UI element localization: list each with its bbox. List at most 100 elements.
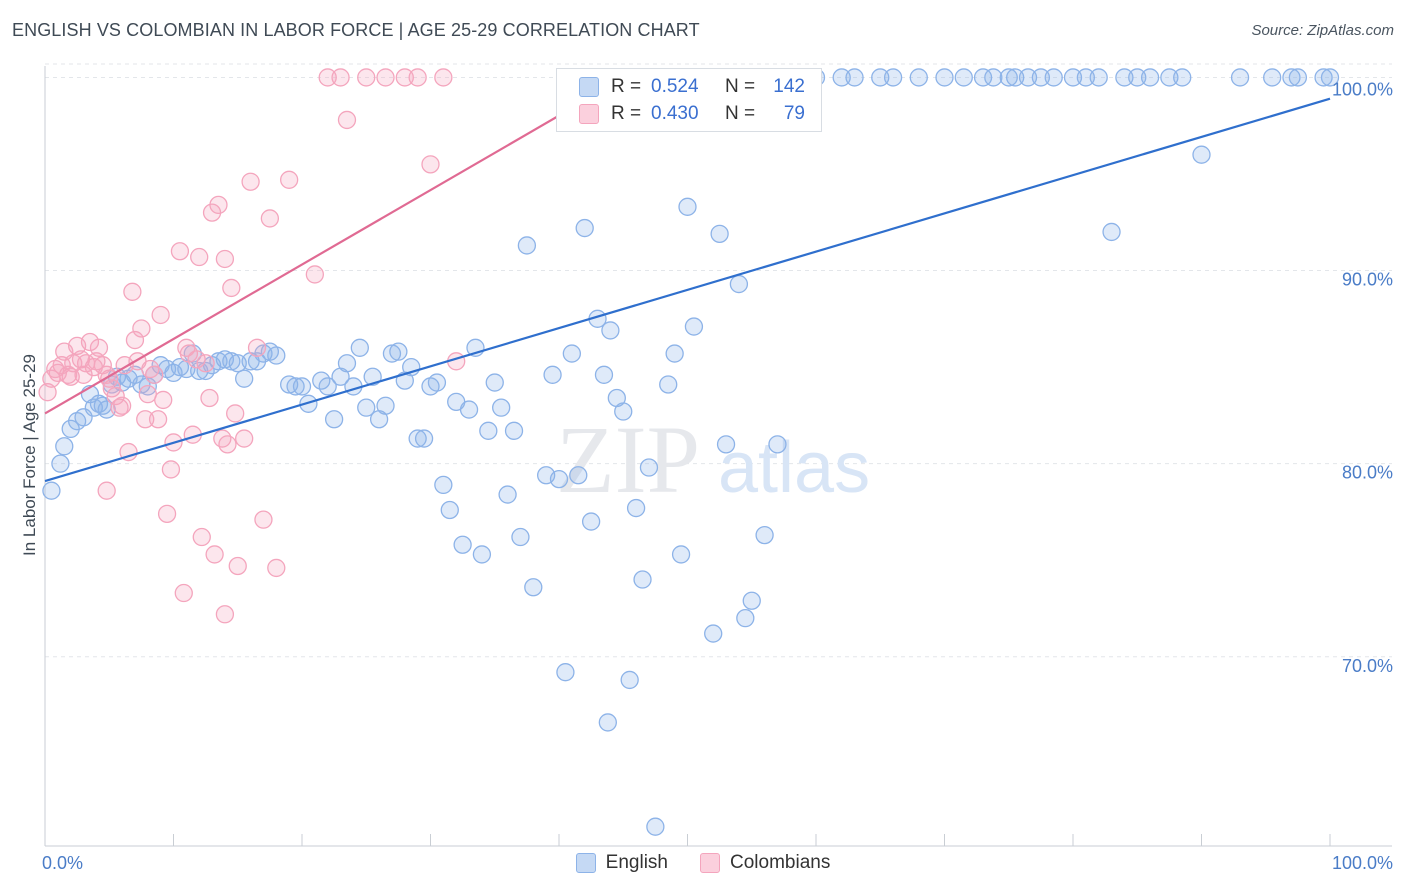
legend-n-value-english: 142 (773, 76, 805, 97)
english-point-65 (459, 400, 479, 419)
legend-row-colombians: R = 0.430 N = 79 (579, 101, 805, 127)
legend-item-english[interactable]: English (575, 852, 668, 874)
colombian-point-61 (247, 338, 267, 357)
english-point-50 (363, 367, 382, 386)
english-point-119 (973, 68, 993, 87)
colombian-point-47 (192, 527, 211, 547)
colombian-point-34 (148, 410, 168, 429)
english-point-68 (479, 421, 498, 440)
english-point-49 (357, 398, 376, 417)
legend-label-english: English (605, 852, 668, 873)
legend-label-colombians: Colombians (730, 852, 831, 873)
english-point-100 (704, 624, 723, 643)
english-point-77 (543, 365, 562, 384)
english-point-128 (1089, 68, 1108, 87)
chart-title: ENGLISH VS COLOMBIAN IN LABOR FORCE | AG… (12, 20, 700, 40)
english-point-102 (716, 435, 736, 454)
colombian-point-64 (267, 558, 286, 578)
legend-r-value-colombians: 0.430 (651, 103, 699, 124)
english-point-74 (517, 236, 537, 255)
english-point-129 (1102, 222, 1121, 242)
colombian-point-78 (97, 481, 116, 500)
english-point-114 (871, 68, 890, 87)
legend-n-label: N = (725, 76, 756, 97)
english-point-44 (324, 410, 344, 429)
english-point-72 (504, 421, 524, 440)
english-point-94 (646, 817, 665, 836)
legend-item-colombians[interactable]: Colombians (700, 852, 830, 874)
english-point-60 (427, 373, 447, 392)
english-point-101 (710, 224, 729, 244)
legend-row-english: R = 0.524 N = 142 (579, 74, 805, 100)
english-point-127 (1076, 68, 1095, 87)
colombian-point-48 (196, 354, 215, 373)
english-point-106 (755, 525, 774, 545)
colombian-point-52 (209, 195, 228, 215)
english-trend-line (44, 97, 1331, 483)
colombian-trend-line (44, 113, 563, 415)
colombian-point-67 (318, 68, 337, 87)
english-point-80 (562, 344, 581, 363)
english-point-98 (678, 197, 697, 216)
english-point-52 (376, 396, 395, 415)
english-point-2 (55, 437, 74, 456)
colombian-point-68 (331, 68, 350, 87)
english-point-89 (614, 402, 633, 421)
english-point-90 (620, 670, 639, 690)
english-point-69 (485, 373, 504, 392)
english-point-61 (434, 475, 453, 495)
colombian-point-36 (154, 390, 173, 410)
english-point-57 (408, 429, 427, 448)
english-point-104 (736, 608, 755, 628)
english-point-105 (742, 591, 761, 610)
english-point-22 (170, 357, 190, 377)
colombian-point-22 (110, 398, 129, 417)
english-point-135 (1263, 68, 1282, 87)
english-point-138 (1320, 68, 1340, 87)
english-point-39 (286, 377, 305, 396)
english-point-40 (292, 377, 312, 396)
english-point-117 (935, 68, 954, 87)
legend-r-label: R = (611, 103, 642, 124)
english-point-99 (684, 317, 704, 336)
english-point-78 (549, 469, 569, 489)
english-point-126 (1063, 68, 1083, 87)
english-point-122 (1006, 68, 1025, 87)
english-point-37 (267, 346, 286, 365)
colombian-point-60 (241, 172, 260, 191)
english-point-54 (389, 342, 408, 361)
english-point-113 (845, 68, 864, 87)
colombian-point-69 (337, 110, 357, 130)
colombian-point-6 (58, 365, 78, 384)
english-point-96 (665, 344, 684, 363)
legend-n-label: N = (725, 103, 756, 124)
english-point-0 (42, 481, 61, 500)
colombian-point-37 (157, 504, 177, 524)
correlation-legend: R = 0.524 N = 142 R = 0.430 N = 79 (556, 68, 822, 132)
colombian-point-65 (279, 170, 299, 189)
english-point-134 (1230, 68, 1250, 87)
english-point-141 (1173, 68, 1192, 87)
legend-r-label: R = (611, 76, 642, 97)
colombian-point-71 (376, 68, 395, 87)
y-tick-label-1: 90.0% (1342, 270, 1393, 290)
legend-swatch-english (579, 77, 599, 97)
source-label: Source: ZipAtlas.com (1251, 22, 1394, 39)
legend-swatch-english (575, 853, 596, 873)
watermark-atlas: atlas (718, 428, 870, 508)
english-point-95 (659, 375, 678, 394)
english-point-83 (581, 512, 601, 531)
x-tick-label-right: 100.0% (1332, 853, 1393, 873)
english-point-67 (472, 545, 492, 564)
english-point-30 (222, 352, 241, 371)
colombian-point-26 (123, 282, 142, 301)
y-axis-label: In Labor Force | Age 25-29 (20, 354, 39, 556)
english-point-137 (1314, 68, 1333, 87)
english-point-93 (639, 458, 659, 477)
english-point-112 (832, 68, 851, 87)
colombian-point-31 (138, 384, 157, 404)
colombian-point-77 (215, 605, 235, 624)
x-tick-label-left: 0.0% (42, 853, 83, 873)
english-point-131 (1140, 68, 1160, 87)
colombian-point-30 (136, 410, 155, 429)
